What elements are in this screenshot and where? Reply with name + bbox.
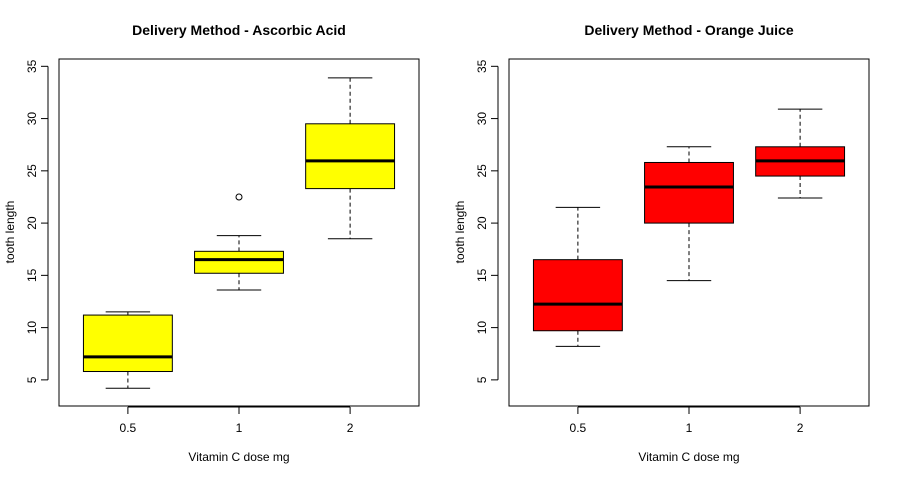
y-tick-label: 35 [475, 59, 489, 73]
x-axis-label: Vitamin C dose mg [188, 450, 289, 464]
box-2 [755, 108, 846, 199]
box-1 [194, 193, 284, 291]
y-tick-label: 10 [25, 321, 39, 335]
x-tick-label: 2 [347, 421, 354, 435]
y-tick-label: 15 [25, 268, 39, 282]
iqr-box [194, 250, 284, 274]
plot-frame [58, 58, 420, 407]
chart-title: Delivery Method - Orange Juice [584, 22, 793, 38]
box-0.5 [82, 311, 173, 389]
chart-title: Delivery Method - Ascorbic Acid [132, 22, 346, 38]
iqr-box [82, 314, 173, 373]
box-2 [305, 77, 396, 240]
box-0.5 [532, 206, 623, 347]
x-tick-label: 1 [236, 421, 243, 435]
y-tick-label: 20 [25, 216, 39, 230]
iqr-box [305, 123, 396, 190]
chart-panel-orange-juice: Delivery Method - Orange Juice Vitamin C… [453, 22, 870, 464]
y-axis-label: tooth length [453, 201, 467, 264]
iqr-box [532, 259, 623, 332]
plot-frame [508, 58, 870, 407]
y-tick-label: 10 [475, 321, 489, 335]
outlier-point [235, 193, 243, 201]
chart-panel-ascorbic-acid: Delivery Method - Ascorbic Acid Vitamin … [3, 22, 420, 464]
y-tick-label: 30 [475, 112, 489, 126]
boxplot-marks: 5 10 15 20 25 30 35 0.5 1 2 [25, 59, 396, 435]
x-tick-label: 0.5 [120, 421, 137, 435]
boxplot-marks: 5 10 15 20 25 30 35 0.5 1 2 [475, 59, 846, 435]
y-tick-label: 5 [475, 376, 489, 383]
y-axis-label: tooth length [3, 201, 17, 264]
y-tick-label: 25 [25, 164, 39, 178]
y-tick-label: 15 [475, 268, 489, 282]
y-tick-label: 5 [25, 376, 39, 383]
x-tick-label: 2 [797, 421, 804, 435]
box-1 [644, 146, 734, 282]
x-tick-label: 0.5 [570, 421, 587, 435]
y-tick-label: 30 [25, 112, 39, 126]
y-tick-label: 35 [25, 59, 39, 73]
y-tick-label: 20 [475, 216, 489, 230]
x-tick-label: 1 [686, 421, 693, 435]
x-axis-label: Vitamin C dose mg [638, 450, 739, 464]
iqr-box [644, 161, 734, 224]
y-tick-label: 25 [475, 164, 489, 178]
